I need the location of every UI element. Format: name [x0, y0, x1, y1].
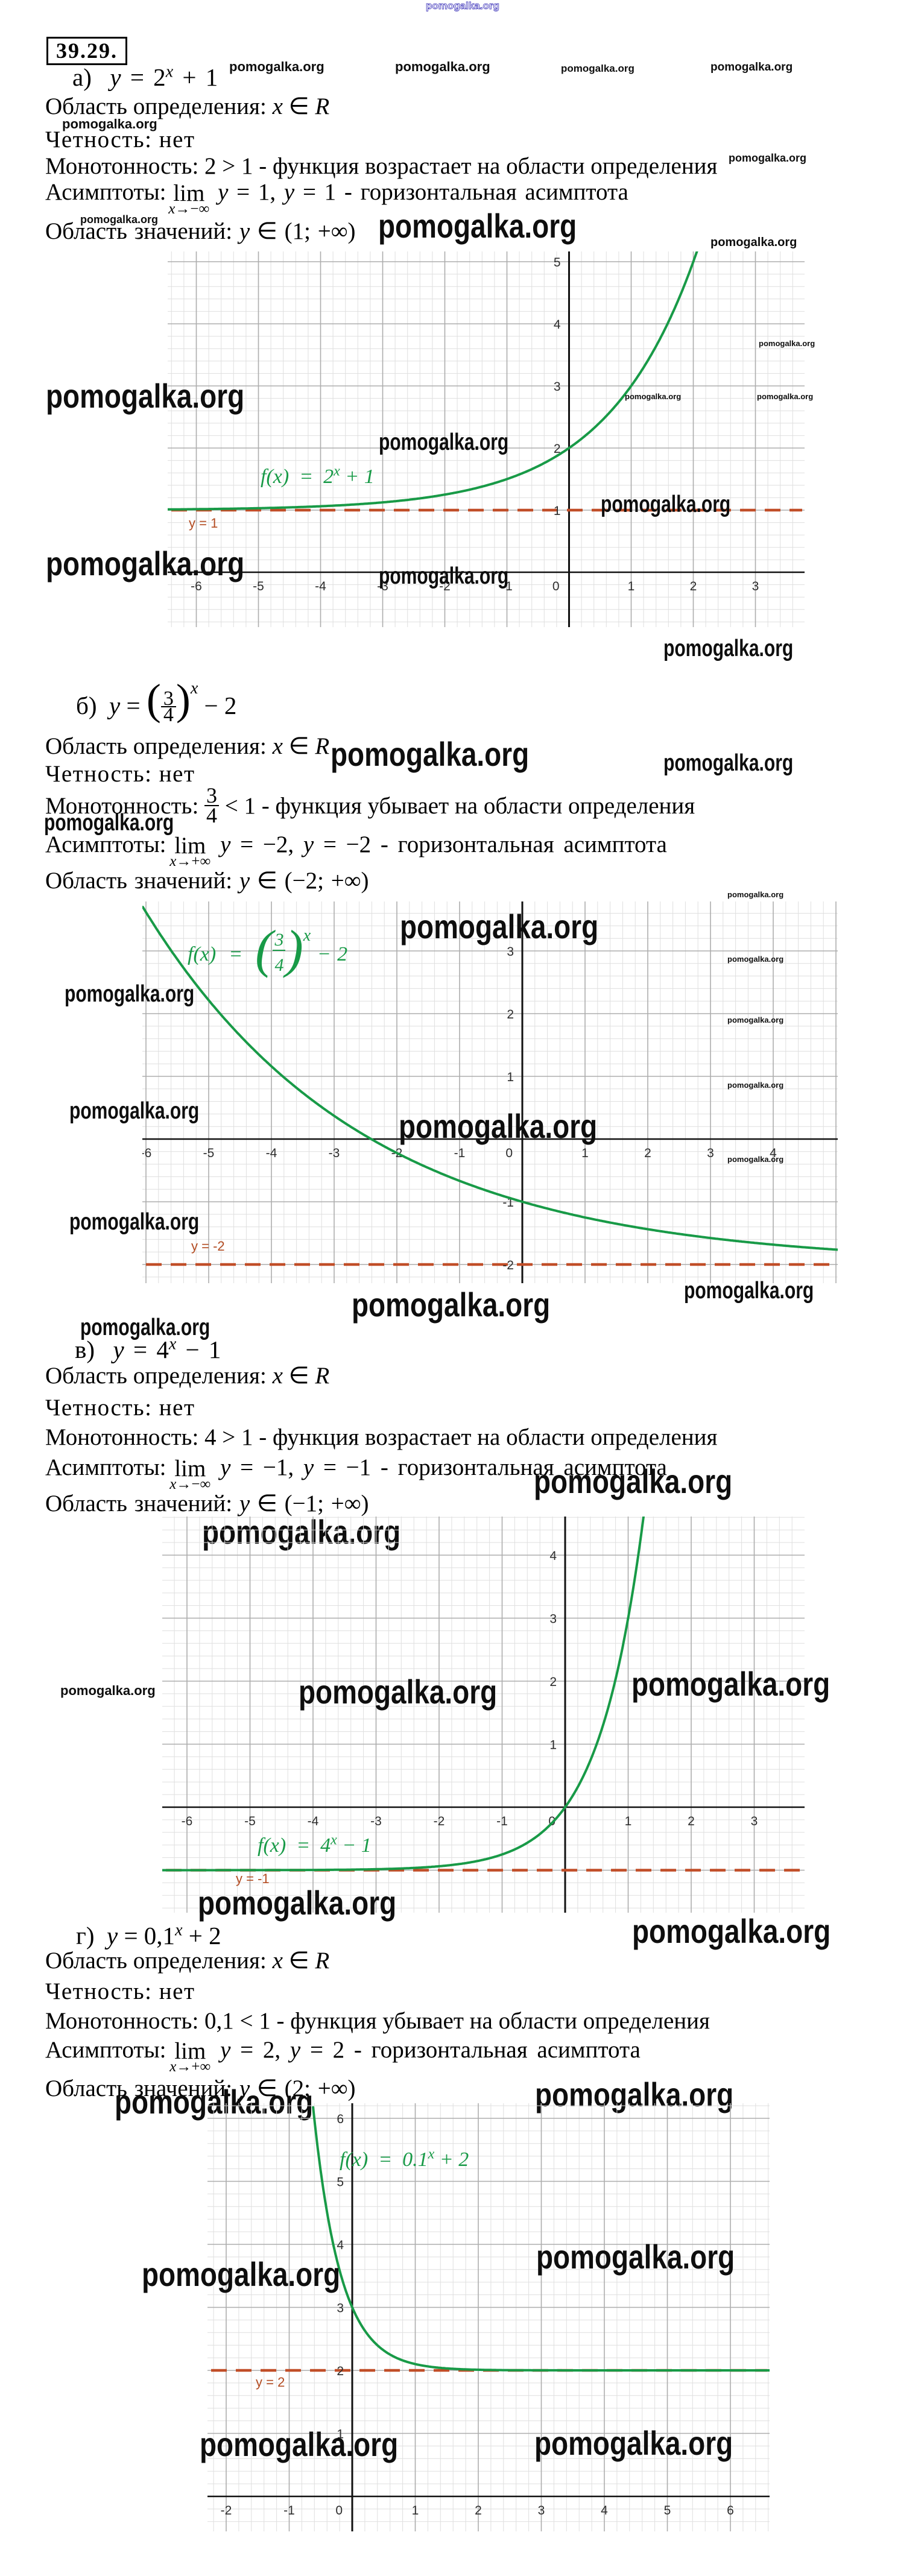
svg-text:1: 1 [554, 504, 561, 518]
svg-text:1: 1 [337, 2428, 344, 2442]
svg-text:2: 2 [549, 1675, 557, 1689]
svg-text:6: 6 [727, 2504, 734, 2518]
svg-text:0: 0 [552, 579, 560, 593]
svg-text:-6: -6 [182, 1814, 193, 1828]
svg-text:2: 2 [507, 1008, 514, 1021]
svg-text:-1: -1 [454, 1146, 466, 1160]
svg-text:-5: -5 [253, 579, 264, 593]
svg-text:2: 2 [337, 2364, 344, 2378]
svg-text:1: 1 [625, 1814, 632, 1828]
svg-text:2: 2 [644, 1146, 651, 1160]
svg-text:5: 5 [337, 2176, 344, 2189]
svg-text:0: 0 [335, 2504, 343, 2518]
svg-text:-3: -3 [329, 1146, 340, 1160]
svg-text:3: 3 [549, 1612, 557, 1626]
svg-text:4: 4 [770, 1146, 777, 1160]
svg-text:2: 2 [688, 1814, 695, 1828]
svg-text:3: 3 [538, 2504, 545, 2518]
svg-text:-6: -6 [142, 1146, 151, 1160]
svg-text:-2: -2 [439, 579, 451, 593]
svg-text:-1: -1 [283, 2504, 295, 2518]
svg-text:-1: -1 [496, 1814, 508, 1828]
svg-text:2: 2 [554, 442, 561, 456]
svg-text:1: 1 [412, 2504, 419, 2518]
svg-text:3: 3 [507, 945, 514, 959]
svg-text:-5: -5 [203, 1146, 215, 1160]
svg-text:3: 3 [707, 1146, 714, 1160]
svg-text:4: 4 [554, 318, 561, 332]
svg-text:-1: -1 [501, 579, 513, 593]
svg-text:3: 3 [752, 579, 759, 593]
svg-text:-3: -3 [370, 1814, 382, 1828]
svg-text:3: 3 [751, 1814, 758, 1828]
svg-text:-5: -5 [244, 1814, 256, 1828]
svg-text:5: 5 [664, 2504, 671, 2518]
svg-text:2: 2 [690, 579, 697, 593]
svg-text:0: 0 [505, 1146, 513, 1160]
svg-text:4: 4 [549, 1549, 557, 1563]
svg-text:4: 4 [337, 2238, 344, 2252]
svg-text:-6: -6 [191, 579, 202, 593]
svg-text:1: 1 [581, 1146, 589, 1160]
svg-text:2: 2 [475, 2504, 482, 2518]
svg-text:6: 6 [337, 2112, 344, 2126]
svg-text:5: 5 [554, 256, 561, 270]
svg-text:-2: -2 [221, 2504, 232, 2518]
svg-text:1: 1 [507, 1070, 514, 1084]
svg-text:4: 4 [601, 2504, 608, 2518]
svg-text:1: 1 [549, 1738, 557, 1752]
svg-text:-4: -4 [308, 1814, 319, 1828]
svg-text:-2: -2 [434, 1814, 445, 1828]
svg-text:-2: -2 [502, 1258, 514, 1272]
svg-text:3: 3 [337, 2302, 344, 2316]
svg-text:1: 1 [628, 579, 635, 593]
svg-text:-3: -3 [377, 579, 388, 593]
svg-text:-4: -4 [266, 1146, 277, 1160]
svg-text:3: 3 [554, 380, 561, 394]
svg-text:-4: -4 [315, 579, 326, 593]
